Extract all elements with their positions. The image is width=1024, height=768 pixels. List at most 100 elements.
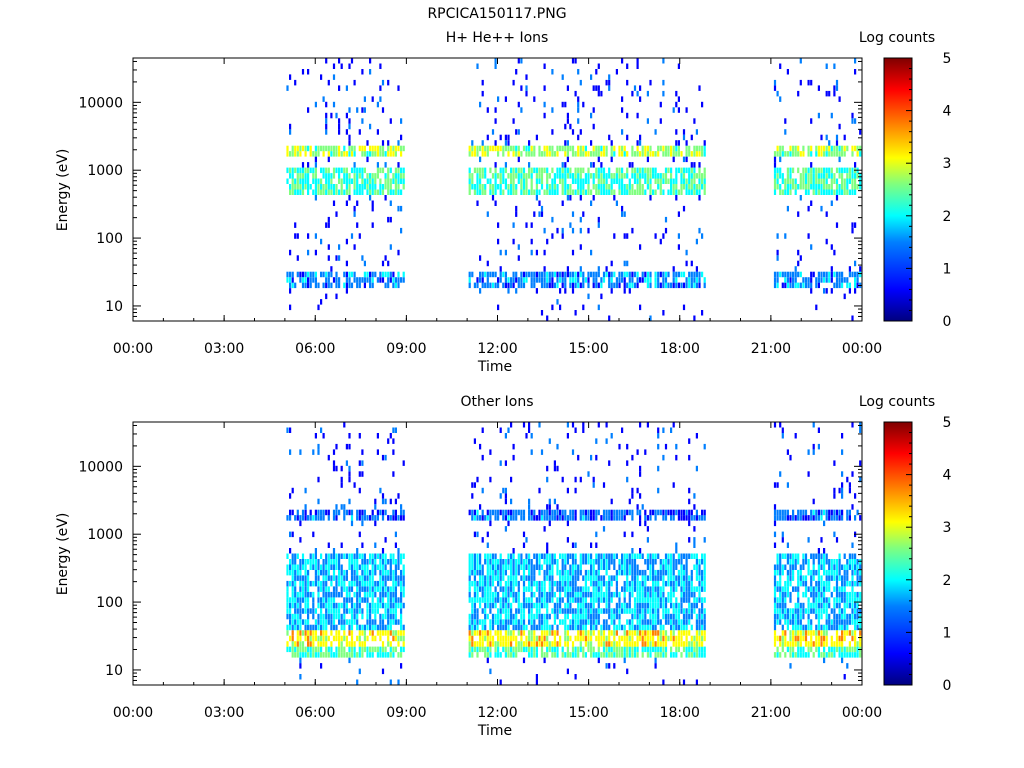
data-cell: [528, 189, 531, 195]
data-cell: [387, 624, 390, 631]
data-cell: [776, 255, 779, 261]
data-cell: [797, 211, 800, 217]
data-cell: [314, 178, 317, 184]
data-cell: [810, 624, 813, 631]
data-cell: [654, 657, 657, 664]
data-cell: [345, 575, 348, 581]
data-cell: [688, 537, 691, 543]
data-cell: [517, 602, 520, 609]
data-cell: [582, 151, 585, 157]
data-cell: [595, 553, 598, 559]
data-cell: [641, 602, 644, 609]
data-cell: [854, 277, 857, 283]
data-cell: [773, 597, 777, 603]
data-cell: [400, 189, 403, 195]
data-cell: [677, 646, 680, 653]
data-cell: [786, 580, 789, 587]
data-cell: [294, 553, 297, 559]
data-cell: [345, 85, 348, 91]
data-cell: [479, 602, 482, 609]
data-cell: [374, 635, 377, 642]
data-cell: [701, 597, 704, 603]
data-cell: [804, 641, 808, 647]
data-cell: [353, 613, 356, 620]
data-cell: [376, 151, 379, 157]
data-cell: [825, 189, 828, 195]
data-cell: [294, 619, 297, 625]
data-cell: [381, 548, 385, 554]
data-cell: [553, 509, 556, 516]
data-cell: [623, 515, 626, 521]
data-cell: [636, 178, 639, 184]
data-cell: [636, 184, 639, 190]
data-cell: [343, 608, 346, 614]
data-cell: [688, 515, 691, 521]
data-cell: [584, 173, 587, 179]
data-cell: [615, 509, 618, 516]
data-cell: [631, 591, 634, 598]
data-cell: [556, 184, 559, 190]
data-cell: [802, 580, 805, 587]
data-cell: [618, 151, 621, 157]
data-cell: [546, 564, 549, 570]
data-cell: [807, 189, 810, 195]
data-cell: [613, 151, 616, 157]
data-cell: [820, 597, 823, 603]
data-cell: [590, 624, 593, 631]
data-cell: [602, 151, 606, 157]
data-cell: [649, 641, 652, 647]
data-cell: [566, 151, 569, 157]
data-cell: [662, 58, 665, 64]
data-cell: [307, 178, 310, 184]
data-cell: [320, 597, 323, 603]
data-cell: [566, 422, 569, 428]
data-cell: [533, 564, 536, 570]
data-cell: [356, 200, 359, 206]
data-cell: [381, 569, 385, 576]
data-cell: [546, 652, 549, 658]
data-cell: [652, 597, 655, 603]
data-cell: [371, 591, 374, 598]
data-cell: [659, 238, 662, 245]
data-cell: [838, 277, 841, 283]
data-cell: [312, 167, 315, 174]
data-cell: [677, 167, 680, 174]
data-cell: [784, 586, 787, 592]
data-cell: [677, 619, 680, 625]
data-cell: [564, 564, 567, 570]
data-cell: [363, 178, 366, 184]
data-cell: [823, 271, 826, 278]
data-cell: [662, 454, 665, 461]
data-cell: [662, 427, 665, 433]
data-cell: [486, 652, 489, 658]
data-cell: [786, 569, 789, 576]
data-cell: [574, 646, 577, 653]
data-cell: [286, 515, 289, 521]
data-cell: [543, 145, 546, 152]
data-cell: [543, 189, 546, 195]
data-cell: [690, 260, 693, 267]
data-cell: [600, 586, 603, 592]
data-cell: [693, 277, 696, 283]
data-cell: [680, 184, 683, 190]
data-cell: [376, 433, 379, 439]
data-cell: [799, 613, 802, 620]
data-cell: [397, 619, 400, 625]
data-cell: [786, 559, 789, 565]
data-cell: [577, 624, 580, 631]
data-cell: [556, 559, 559, 565]
data-cell: [289, 619, 292, 625]
data-cell: [695, 151, 698, 157]
data-cell: [522, 189, 526, 195]
data-cell: [631, 454, 634, 461]
data-cell: [566, 520, 569, 527]
data-cell: [610, 652, 613, 658]
data-cell: [582, 635, 585, 642]
data-cell: [597, 304, 600, 311]
data-cell: [491, 635, 495, 642]
data-cell: [320, 553, 323, 559]
data-cell: [392, 282, 395, 289]
data-cell: [825, 288, 828, 294]
data-cell: [618, 184, 621, 190]
data-cell: [387, 277, 390, 283]
